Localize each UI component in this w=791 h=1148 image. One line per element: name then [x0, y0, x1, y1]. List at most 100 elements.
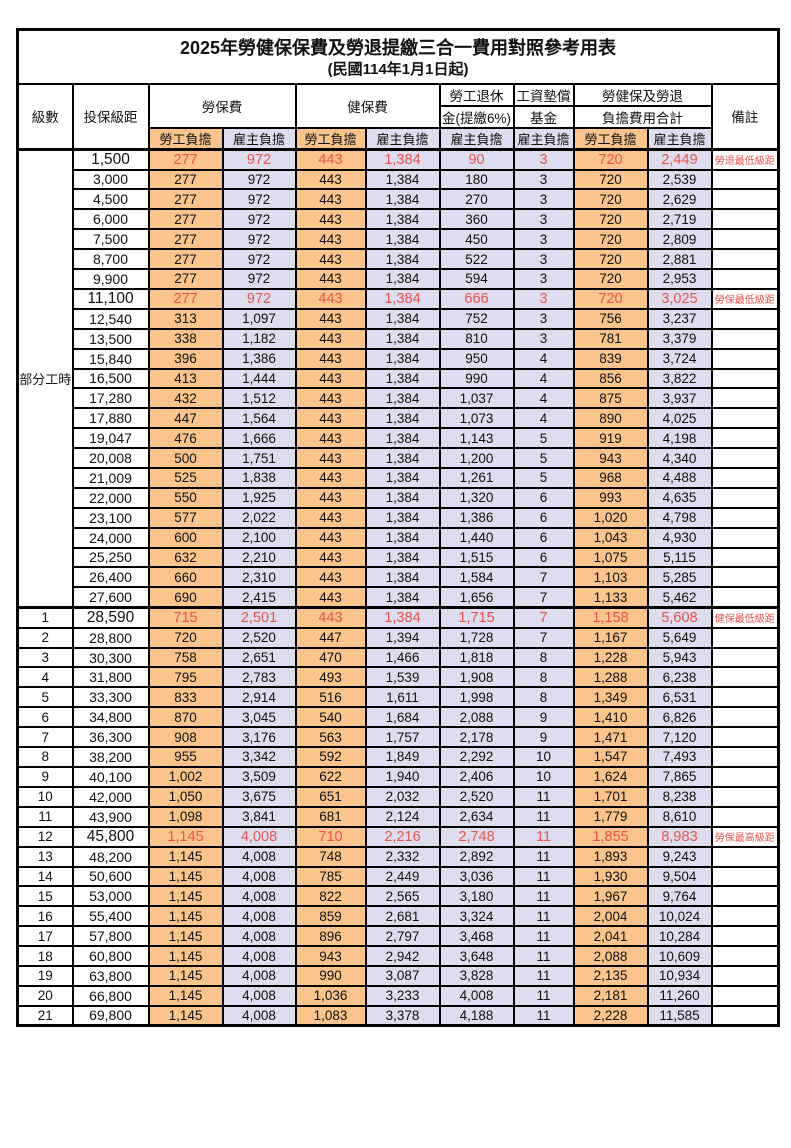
cell-pension-employer: 1,200	[438, 447, 515, 469]
cell-total-employer: 5,649	[646, 626, 713, 649]
cell-remark	[710, 168, 780, 191]
cell-bracket: 17,280	[71, 387, 150, 410]
cell-pension-employer: 3,036	[438, 865, 515, 888]
cell-total-employee: 1,547	[572, 746, 649, 768]
cell-total-employee: 756	[572, 307, 649, 330]
cell-remark	[710, 506, 780, 529]
cell-labor-employee: 1,145	[147, 845, 224, 868]
cell-health-employer: 2,332	[364, 845, 441, 868]
cell-labor-employer: 4,008	[221, 825, 297, 848]
cell-total-employer: 3,237	[646, 307, 713, 330]
cell-pension-employer: 1,440	[438, 526, 515, 549]
subheader-pension-employer: 雇主負擔	[438, 126, 515, 150]
table-row: 22,000 550 1,925 443 1,384 1,320 6 993 4,635	[18, 486, 780, 509]
cell-labor-employer: 2,310	[221, 566, 297, 589]
cell-labor-employee: 550	[147, 486, 224, 509]
cell-health-employer: 1,940	[364, 765, 441, 788]
cell-total-employee: 781	[572, 327, 649, 350]
cell-labor-employer: 972	[221, 287, 297, 310]
cell-labor-employee: 690	[147, 586, 224, 609]
cell-pension-employer: 1,515	[438, 546, 515, 569]
cell-total-employee: 919	[572, 427, 649, 450]
cell-remark	[710, 546, 780, 569]
cell-health-employee: 443	[294, 307, 367, 330]
cell-remark	[710, 466, 780, 489]
cell-fund-employer: 7	[512, 605, 575, 629]
cell-fund-employer: 6	[512, 486, 575, 509]
cell-bracket: 69,800	[71, 1004, 150, 1027]
cell-total-employer: 9,764	[646, 885, 713, 908]
cell-labor-employee: 1,145	[147, 865, 224, 888]
cell-health-employee: 443	[294, 466, 367, 489]
header-remark: 備註	[710, 82, 780, 150]
cell-level: 8	[16, 746, 74, 768]
cell-labor-employer: 1,751	[221, 447, 297, 469]
cell-health-employee: 563	[294, 726, 367, 749]
cell-bracket: 12,540	[71, 307, 150, 330]
cell-labor-employee: 1,145	[147, 905, 224, 928]
cell-health-employee: 443	[294, 506, 367, 529]
cell-health-employer: 1,384	[364, 347, 441, 370]
cell-level: 19	[16, 964, 74, 987]
table-row: 19 63,800 1,145 4,008 990 3,087 3,828 11 2,135 10…	[16, 964, 780, 987]
cell-remark	[710, 387, 780, 410]
cell-total-employee: 1,930	[572, 865, 649, 888]
cell-remark	[710, 626, 780, 649]
cell-bracket: 28,590	[71, 605, 150, 629]
cell-labor-employer: 4,008	[221, 925, 297, 948]
table-row: 25,250 632 2,210 443 1,384 1,515 6 1,075 5,115	[18, 546, 780, 569]
cell-bracket: 34,800	[71, 706, 150, 729]
table-row: 11 43,900 1,098 3,841 681 2,124 2,634 11 1,779 8,…	[16, 805, 780, 828]
cell-labor-employer: 2,520	[221, 626, 297, 649]
cell-fund-employer: 5	[512, 447, 575, 469]
cell-fund-employer: 9	[512, 726, 575, 749]
cell-fund-employer: 7	[512, 626, 575, 649]
cell-total-employer: 10,609	[646, 945, 713, 967]
cell-total-employee: 720	[572, 188, 649, 211]
cell-bracket: 36,300	[71, 726, 150, 749]
cell-pension-employer: 666	[438, 287, 515, 310]
cell-health-employee: 443	[294, 347, 367, 370]
cell-fund-employer: 3	[512, 248, 575, 270]
cell-health-employee: 443	[294, 367, 367, 390]
cell-health-employee: 443	[294, 447, 367, 469]
cell-pension-employer: 522	[438, 248, 515, 270]
cell-bracket: 9,900	[71, 267, 150, 290]
cell-total-employee: 875	[572, 387, 649, 410]
cell-bracket: 43,900	[71, 805, 150, 828]
table-row: 17,280 432 1,512 443 1,384 1,037 4 875 3,937	[18, 387, 780, 410]
cell-remark	[710, 805, 780, 828]
cell-labor-employer: 1,097	[221, 307, 297, 330]
table-row: 17 57,800 1,145 4,008 896 2,797 3,468 11 2,041 10…	[16, 925, 780, 948]
cell-pension-employer: 2,892	[438, 845, 515, 868]
cell-total-employer: 5,462	[646, 586, 713, 609]
cell-health-employee: 447	[294, 626, 367, 649]
cell-labor-employee: 600	[147, 526, 224, 549]
cell-health-employee: 443	[294, 188, 367, 211]
cell-health-employee: 443	[294, 605, 367, 629]
cell-pension-employer: 3,324	[438, 905, 515, 928]
cell-labor-employer: 2,783	[221, 666, 297, 689]
cell-total-employee: 993	[572, 486, 649, 509]
cell-total-employee: 1,471	[572, 726, 649, 749]
cell-pension-employer: 2,406	[438, 765, 515, 788]
cell-total-employee: 1,410	[572, 706, 649, 729]
cell-pension-employer: 3,828	[438, 964, 515, 987]
cell-bracket: 60,800	[71, 945, 150, 967]
cell-bracket: 42,000	[71, 785, 150, 808]
cell-labor-employer: 1,925	[221, 486, 297, 509]
cell-total-employee: 720	[572, 208, 649, 231]
cell-level: 10	[16, 785, 74, 808]
cell-total-employee: 1,967	[572, 885, 649, 908]
cell-total-employee: 1,158	[572, 605, 649, 629]
cell-bracket: 30,300	[71, 646, 150, 669]
cell-total-employee: 2,228	[572, 1004, 649, 1027]
cell-total-employee: 1,288	[572, 666, 649, 689]
cell-total-employee: 720	[572, 228, 649, 251]
cell-total-employer: 6,531	[646, 686, 713, 709]
cell-labor-employee: 795	[147, 666, 224, 689]
cell-labor-employer: 1,386	[221, 347, 297, 370]
cell-labor-employer: 1,666	[221, 427, 297, 450]
cell-health-employer: 1,384	[364, 267, 441, 290]
table-row: 7 36,300 908 3,176 563 1,757 2,178 9 1,471 7,120	[16, 726, 780, 749]
